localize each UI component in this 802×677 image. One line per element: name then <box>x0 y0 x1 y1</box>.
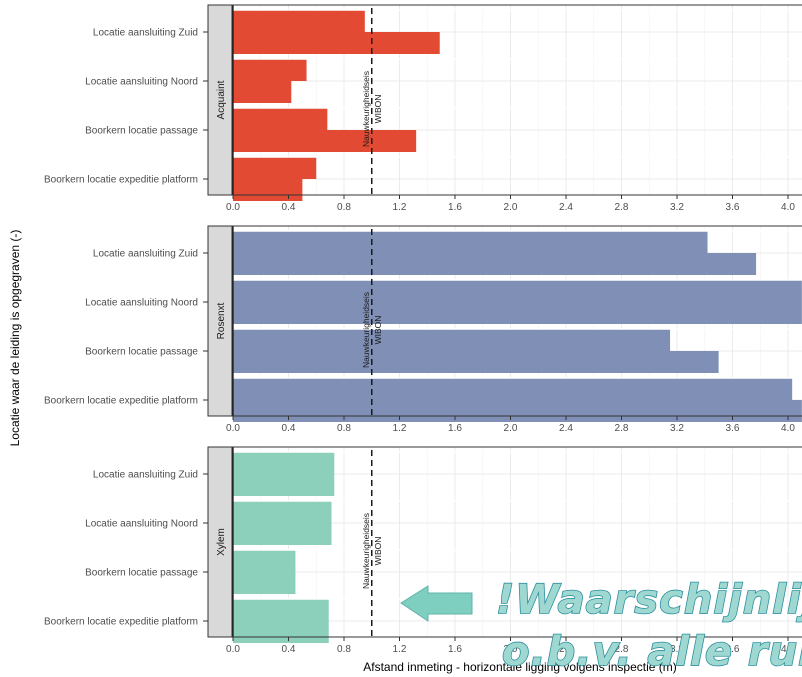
y-tick-label: Boorkern locatie expeditie platform <box>44 617 198 628</box>
y-axis-title: Locatie waar de leiding is opgegraven (-… <box>8 230 22 447</box>
bar-xylem-3-2 <box>233 572 296 594</box>
reference-label-line1: Nauwkeurigheidseis <box>361 513 371 589</box>
strip-background <box>207 4 233 196</box>
x-tick-label: 1.6 <box>448 202 462 213</box>
y-tick-label: Boorkern locatie passage <box>85 126 198 137</box>
bar-xylem-4-1 <box>233 599 329 621</box>
y-tick-label: Locatie aansluiting Zuid <box>93 470 198 481</box>
bar-acquaint-1-2 <box>233 32 440 54</box>
bar-xylem-1-2 <box>233 474 335 496</box>
panel-rosenxt: Nauwkeurigheidseis WIBON Rosenxt Locatie aa… <box>44 225 802 434</box>
bar-rosenxt-2-2 <box>233 302 802 324</box>
bar-rosenxt-1-2 <box>233 253 757 275</box>
panel-acquaint: Nauwkeurigheidseis WIBON Acquaint Locatie a… <box>44 4 802 213</box>
x-tick-label: 1.6 <box>448 423 462 434</box>
strip-label: Xylem <box>216 528 227 556</box>
bar-xylem-2-1 <box>233 501 332 523</box>
x-axis-title: Afstand inmeting - horizontale ligging v… <box>363 660 677 674</box>
x-tick-label: 3.2 <box>670 423 684 434</box>
bar-rosenxt-2-1 <box>233 280 802 302</box>
bar-acquaint-3-1 <box>233 108 328 130</box>
strip-background <box>207 446 233 638</box>
bar-acquaint-2-2 <box>233 81 292 103</box>
y-tick-label: Locatie aansluiting Noord <box>85 298 198 309</box>
bar-xylem-2-2 <box>233 523 332 545</box>
x-tick-label: 2.0 <box>504 644 518 655</box>
y-tick-label: Locatie aansluiting Zuid <box>93 249 198 260</box>
y-tick-label: Boorkern locatie passage <box>85 347 198 358</box>
bar-rosenxt-4-1 <box>233 378 793 400</box>
x-tick-label: 0.4 <box>282 423 296 434</box>
x-tick-label: 0.0 <box>226 423 240 434</box>
x-tick-label: 3.2 <box>670 644 684 655</box>
x-tick-label: 0.8 <box>337 644 351 655</box>
x-tick-label: 3.6 <box>726 202 740 213</box>
bar-acquaint-4-1 <box>233 157 317 179</box>
bar-xylem-1-1 <box>233 452 335 474</box>
x-tick-label: 0.0 <box>226 202 240 213</box>
x-tick-label: 2.4 <box>559 202 573 213</box>
bar-acquaint-3-2 <box>233 130 417 152</box>
x-tick-label: 2.0 <box>504 202 518 213</box>
x-tick-label: 2.8 <box>615 202 629 213</box>
reference-label-line2: WIBON <box>373 537 383 566</box>
strip-label: Rosenxt <box>216 302 227 339</box>
y-tick-label: Locatie aansluiting Zuid <box>93 28 198 39</box>
overlay-text-line1: !Waarschijnlijk <box>496 577 802 623</box>
x-tick-label: 1.2 <box>393 423 407 434</box>
reference-label-line2: WIBON <box>373 95 383 124</box>
strip-label: Acquaint <box>216 80 227 119</box>
y-tick-label: Locatie aansluiting Noord <box>85 77 198 88</box>
x-tick-label: 3.6 <box>726 644 740 655</box>
x-tick-label: 4.0 <box>781 644 795 655</box>
y-tick-label: Boorkern locatie expeditie platform <box>44 396 198 407</box>
bar-rosenxt-1-1 <box>233 231 708 253</box>
x-tick-label: 0.4 <box>282 202 296 213</box>
x-tick-label: 1.6 <box>448 644 462 655</box>
x-tick-label: 0.4 <box>282 644 296 655</box>
reference-label-line2: WIBON <box>373 316 383 345</box>
bar-xylem-3-1 <box>233 550 296 572</box>
x-tick-label: 2.8 <box>615 644 629 655</box>
bar-rosenxt-4-2 <box>233 400 802 422</box>
x-tick-label: 1.2 <box>393 202 407 213</box>
strip-background <box>207 225 233 417</box>
reference-label-line1: Nauwkeurigheidseis <box>361 292 371 368</box>
x-tick-label: 3.6 <box>726 423 740 434</box>
y-tick-label: Boorkern locatie expeditie platform <box>44 175 198 186</box>
x-tick-label: 2.8 <box>615 423 629 434</box>
x-tick-label: 0.8 <box>337 423 351 434</box>
y-tick-label: Locatie aansluiting Noord <box>85 519 198 530</box>
bar-acquaint-2-1 <box>233 59 307 81</box>
x-tick-label: 3.2 <box>670 202 684 213</box>
bar-acquaint-4-2 <box>233 179 303 201</box>
bar-acquaint-1-1 <box>233 10 365 32</box>
x-tick-label: 4.0 <box>781 423 795 434</box>
overlay-text-line2: o.b.v. alle runs <box>502 629 802 675</box>
overlay-annotation: !Waarschijnlijk o.b.v. alle runs <box>400 576 802 676</box>
x-tick-label: 2.4 <box>559 644 573 655</box>
x-tick-label: 4.0 <box>781 202 795 213</box>
overlay-arrow <box>400 585 473 622</box>
x-tick-label: 2.0 <box>504 423 518 434</box>
x-tick-label: 0.8 <box>337 202 351 213</box>
bar-rosenxt-3-2 <box>233 351 719 373</box>
bar-rosenxt-3-1 <box>233 329 671 351</box>
panel-xylem: Nauwkeurigheidseis WIBON Xylem Locatie aans… <box>44 446 802 655</box>
reference-label-line1: Nauwkeurigheidseis <box>361 71 371 147</box>
x-tick-label: 0.0 <box>226 644 240 655</box>
x-tick-label: 1.2 <box>393 644 407 655</box>
bar-xylem-4-2 <box>233 621 329 643</box>
x-tick-label: 2.4 <box>559 423 573 434</box>
y-tick-label: Boorkern locatie passage <box>85 568 198 579</box>
